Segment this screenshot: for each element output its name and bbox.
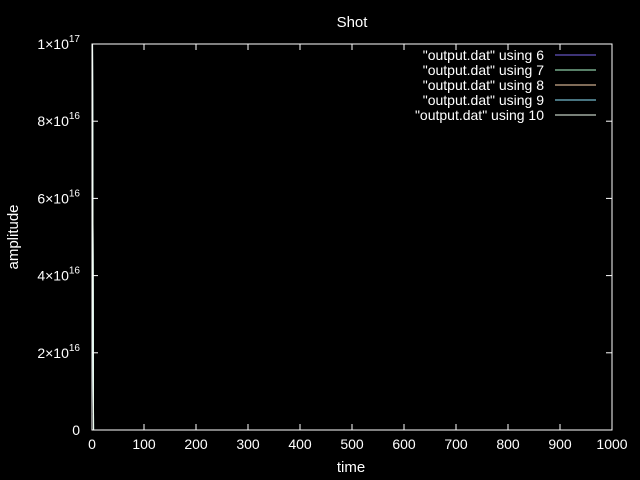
x-axis-label: time bbox=[337, 459, 365, 476]
y-tick-exponent: 17 bbox=[69, 34, 81, 45]
x-tick-label: 900 bbox=[548, 436, 572, 452]
y-tick-mantissa: 6×10 bbox=[37, 190, 69, 206]
x-tick-label: 600 bbox=[392, 436, 416, 452]
y-tick-mantissa: 0 bbox=[72, 422, 80, 438]
y-tick-mantissa: 1×10 bbox=[37, 36, 69, 52]
legend: "output.dat" using 6"output.dat" using 7… bbox=[415, 47, 596, 123]
x-tick-label: 300 bbox=[236, 436, 260, 452]
legend-label: "output.dat" using 8 bbox=[423, 77, 544, 93]
legend-label: "output.dat" using 10 bbox=[415, 107, 544, 123]
x-tick-label: 200 bbox=[184, 436, 208, 452]
legend-label: "output.dat" using 7 bbox=[423, 62, 544, 78]
y-tick-label: 6×1016 bbox=[37, 188, 80, 206]
y-axis-label: amplitude bbox=[5, 204, 22, 269]
y-tick-mantissa: 8×10 bbox=[37, 113, 69, 129]
y-tick-exponent: 16 bbox=[69, 188, 81, 199]
y-tick-label: 0 bbox=[72, 422, 80, 438]
y-tick-exponent: 16 bbox=[69, 343, 81, 354]
legend-label: "output.dat" using 6 bbox=[423, 47, 544, 63]
y-tick-mantissa: 2×10 bbox=[37, 345, 69, 361]
x-axis-ticks: 0 100 200 300 400 500 600 700 800 900 1000 bbox=[88, 44, 628, 452]
y-tick-label: 2×1016 bbox=[37, 343, 80, 361]
y-tick-exponent: 16 bbox=[69, 111, 81, 122]
x-tick-label: 500 bbox=[340, 436, 364, 452]
y-tick-exponent: 16 bbox=[69, 266, 81, 277]
y-tick-mantissa: 4×10 bbox=[37, 268, 69, 284]
legend-label: "output.dat" using 9 bbox=[423, 92, 544, 108]
y-tick-label: 1×1017 bbox=[37, 34, 80, 52]
x-tick-label: 700 bbox=[444, 436, 468, 452]
y-tick-label: 4×1016 bbox=[37, 266, 80, 284]
x-tick-label: 100 bbox=[132, 436, 156, 452]
y-tick-label: 8×1016 bbox=[37, 111, 80, 129]
x-tick-label: 1000 bbox=[596, 436, 627, 452]
x-tick-label: 800 bbox=[496, 436, 520, 452]
chart-title: Shot bbox=[337, 14, 369, 31]
x-tick-label: 0 bbox=[88, 436, 96, 452]
x-tick-label: 400 bbox=[288, 436, 312, 452]
